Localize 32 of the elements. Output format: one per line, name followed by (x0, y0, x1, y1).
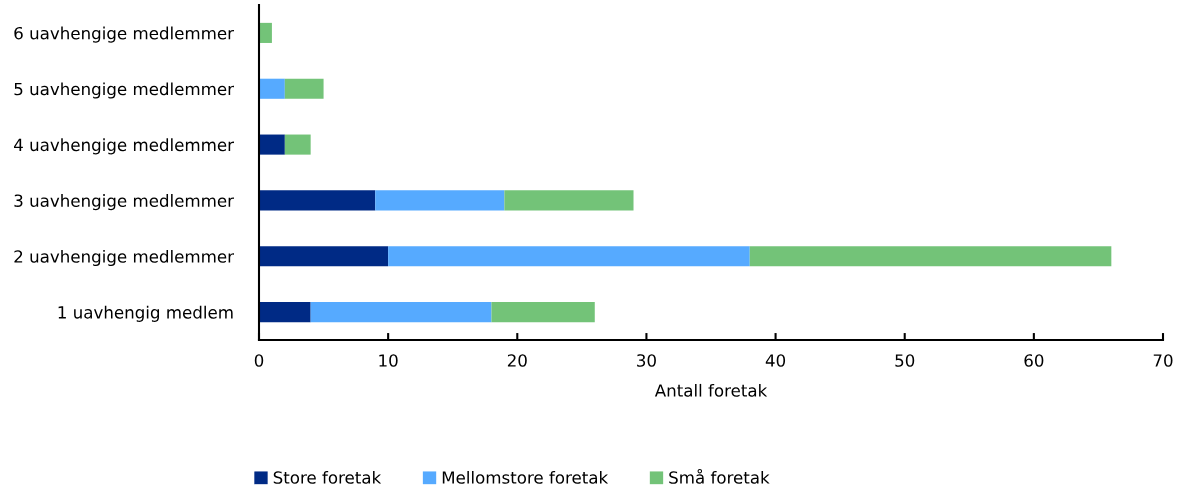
bar (259, 134, 285, 155)
y-tick-label: 1 uavhengig medlem (58, 305, 233, 322)
bar (259, 246, 389, 267)
x-tick-label: 0 (254, 354, 264, 367)
bar (388, 246, 750, 267)
legend-label: Mellomstore foretak (442, 470, 609, 484)
bar (504, 190, 634, 211)
bar (310, 302, 492, 323)
y-tick-label: 2 uavhengige medlemmer (14, 249, 234, 267)
x-axis-title: Antall foretak (654, 383, 768, 397)
x-tick-label: 50 (895, 354, 915, 367)
bar (259, 302, 311, 323)
x-tick-label: 70 (1153, 354, 1173, 367)
x-tick-label: 40 (765, 354, 786, 367)
bar (259, 78, 285, 99)
y-tick-label: 3 uavhengige medlemmer (14, 194, 234, 211)
legend-label: Små foretak (669, 468, 770, 484)
bar (259, 22, 272, 43)
bar (284, 134, 311, 155)
bar (749, 246, 1112, 267)
y-tick-label: 4 uavhengige medlemmer (14, 138, 234, 155)
bar (375, 190, 505, 211)
bar (259, 190, 376, 211)
bar (491, 302, 595, 323)
y-tick-label: 5 uavhengige medlemmer (14, 82, 234, 99)
y-tick-label: 6 uavhengige medlemmer (14, 26, 234, 43)
x-tick-label: 10 (379, 354, 398, 367)
x-tick-label: 60 (1024, 354, 1044, 367)
legend-label: Store foretak (273, 470, 382, 484)
bar (284, 78, 324, 99)
x-tick-label: 20 (507, 354, 527, 367)
x-tick-label: 30 (637, 354, 656, 367)
